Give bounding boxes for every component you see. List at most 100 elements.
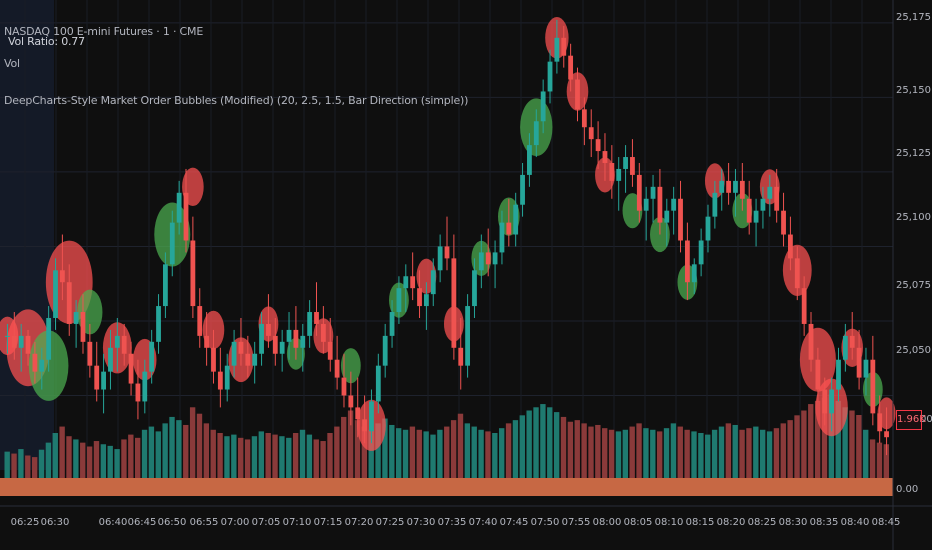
volume-bar [320, 441, 326, 478]
volume-bar [835, 400, 841, 478]
candle-body [183, 192, 189, 241]
volume-bar [59, 426, 65, 478]
volume-bar [471, 426, 477, 478]
time-tick: 06:40 [98, 517, 128, 528]
candle-body [327, 341, 333, 360]
candle-body [410, 276, 416, 289]
volume-bar [141, 429, 148, 478]
candle-body [53, 270, 58, 318]
volume-bar [155, 431, 161, 478]
candle-body [726, 180, 732, 193]
candle-body [636, 174, 642, 211]
candle-body [114, 335, 120, 348]
volume-bar [409, 426, 416, 478]
candle-body [691, 264, 697, 283]
vol-ratio-label: Vol Ratio: 0.77 [8, 35, 85, 48]
volume-bar [272, 434, 278, 478]
candle-body [801, 288, 807, 324]
bubble-indicator-label[interactable]: DeepCharts-Style Market Order Bubbles (M… [4, 94, 469, 107]
candle-body [266, 323, 271, 336]
time-tick: 07:45 [499, 517, 529, 528]
candle-body [547, 61, 553, 92]
candle-body [149, 341, 155, 372]
volume-bar [842, 407, 848, 478]
candle-body [815, 359, 821, 390]
candle-body [437, 246, 443, 271]
volume-bar [581, 423, 587, 478]
volume-indicator-label[interactable]: Vol [4, 57, 20, 70]
volume-bar [663, 428, 670, 478]
volume-tick: 00 [920, 414, 932, 425]
candle-body [856, 347, 862, 378]
volume-bar [100, 444, 107, 478]
volume-bar [265, 433, 271, 478]
volume-bar [705, 434, 711, 478]
candle-body [609, 162, 615, 181]
time-tick: 06:45 [127, 517, 157, 528]
volume-bar [4, 451, 10, 478]
candle-body [623, 157, 628, 169]
volume-bar [203, 423, 210, 478]
candle-body [705, 216, 711, 241]
volume-bar [849, 410, 855, 478]
volume-bar [389, 424, 395, 478]
candle-body [224, 365, 230, 390]
candle-body [822, 389, 828, 414]
volume-bar [526, 410, 532, 478]
candle-body [348, 395, 354, 408]
time-tick: 08:00 [592, 517, 622, 528]
volume-bar [650, 429, 656, 478]
volume-bar [746, 428, 752, 478]
candle-body [478, 252, 484, 271]
candle-body [753, 210, 759, 223]
symbol-title[interactable]: NASDAQ 100 E-mini Futures · 1 · CME [4, 25, 204, 38]
price-tick: 25,150.00 [896, 85, 932, 96]
candle-body [630, 157, 635, 175]
candle-body [781, 210, 786, 235]
volume-bar [93, 441, 100, 478]
volume-bar [519, 415, 525, 478]
candle-body [444, 246, 450, 259]
volume-bar [121, 439, 127, 478]
candle-body [59, 270, 65, 283]
candle-body [774, 186, 780, 211]
time-tick: 07:40 [468, 517, 498, 528]
candle-body [836, 359, 841, 390]
volume-bar [11, 453, 17, 478]
volume-bar [238, 437, 244, 478]
time-tick: 06:55 [189, 517, 219, 528]
candle-body [602, 151, 608, 163]
time-tick: 07:20 [344, 517, 374, 528]
volume-bar [794, 415, 800, 478]
candle-body [520, 174, 525, 205]
price-tick: 25,175.00 [896, 12, 932, 23]
candle-body [513, 204, 519, 235]
volume-bar [375, 423, 381, 478]
volume-bar [292, 433, 299, 478]
volume-bar [444, 426, 450, 478]
candle-body [430, 270, 436, 295]
volume-bar [148, 426, 155, 478]
volume-bar [107, 445, 113, 478]
volume-zero-tick: 0.00 [896, 484, 919, 495]
time-tick: 07:30 [406, 517, 436, 528]
volume-bar [361, 426, 368, 478]
time-tick: 08:25 [747, 517, 777, 528]
price-tick: 25,100.00 [896, 212, 932, 223]
candle-body [884, 431, 889, 438]
candle-body [671, 198, 677, 211]
volume-bar [622, 429, 629, 478]
candle-body [204, 335, 210, 348]
volume-bar [196, 413, 203, 478]
candlesticks [5, 19, 889, 456]
candle-body [829, 389, 835, 414]
volume-bar [505, 423, 512, 478]
candle-body [46, 317, 52, 360]
candle-body [877, 413, 883, 432]
volume-bar [533, 407, 539, 478]
candle-body [238, 341, 244, 354]
order-bubble [340, 348, 361, 384]
candle-body [506, 222, 512, 235]
volume-bar [615, 431, 622, 478]
